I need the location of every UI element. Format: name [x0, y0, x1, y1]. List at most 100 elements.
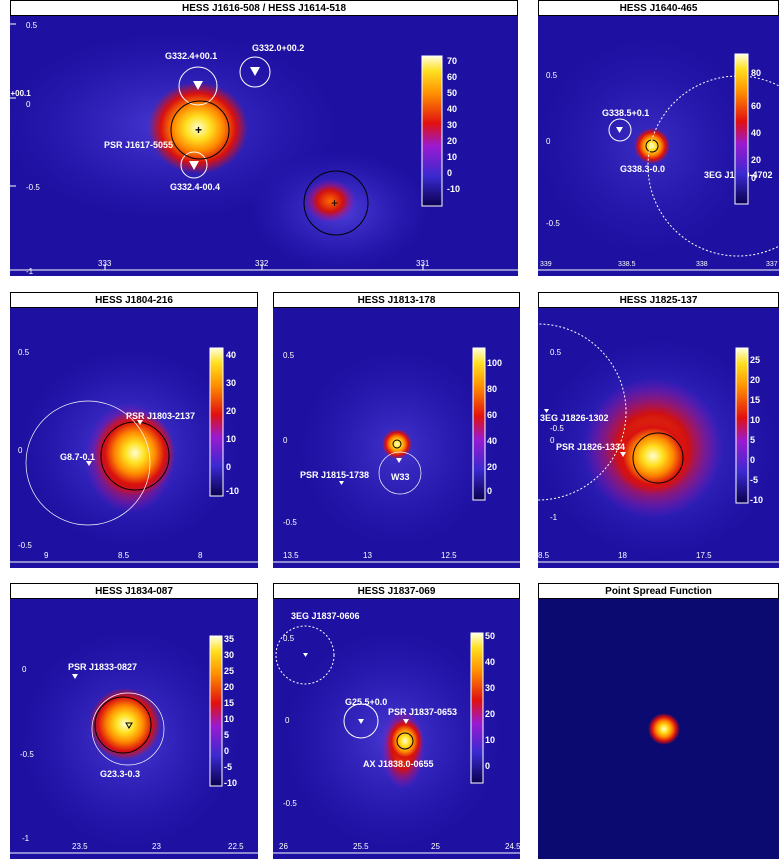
panel-hess-j1804: HESS J1804-216 PSR J1803-2137 G8.7-0.1 0… [10, 292, 258, 568]
triangle-marker [544, 409, 549, 413]
y-tick: 0.5 [18, 348, 30, 357]
x-tick: 332 [255, 259, 269, 268]
colorbar-tick: 20 [224, 682, 234, 692]
colorbar [209, 635, 223, 787]
sky-map: 0.5 2+00.1 0 -0.5 -1 333 332 331 + + G33… [10, 16, 518, 276]
panel-title: HESS J1804-216 [10, 292, 258, 308]
colorbar-tick: 20 [226, 406, 236, 416]
y-tick: 0 [285, 716, 290, 725]
panel-title: HESS J1616-508 / HESS J1614-518 [10, 0, 518, 16]
panel-title: Point Spread Function [538, 583, 779, 599]
source-circle [239, 56, 271, 88]
colorbar-tick: 10 [485, 735, 495, 745]
colorbar-tick: 40 [751, 128, 761, 138]
colorbar-tick: 10 [226, 434, 236, 444]
y-tick: 0.5 [283, 351, 295, 360]
panel-hess-j1640: HESS J1640-465 G338.5+0.1 G338.3-0.0 3EG… [538, 0, 779, 276]
psf-map [538, 599, 779, 859]
colorbar-tick: -10 [447, 184, 460, 194]
triangle-marker [396, 458, 402, 463]
source-circle [275, 625, 335, 685]
colorbar-tick: 40 [226, 350, 236, 360]
colorbar-tick: 80 [487, 384, 497, 394]
colorbar-tick: 60 [447, 72, 457, 82]
colorbar-tick: 60 [487, 410, 497, 420]
colorbar-tick: 60 [751, 101, 761, 111]
triangle-marker [72, 674, 78, 679]
x-tick: 9 [44, 551, 49, 560]
source-label: G338.5+0.1 [602, 108, 649, 118]
x-tick: 8 [198, 551, 203, 560]
sky-map: PSR J1833-0827 G23.3-0.3 0 -0.5 -1 23.5 … [10, 599, 258, 859]
colorbar-tick: 15 [224, 698, 234, 708]
colorbar-tick: 30 [226, 378, 236, 388]
colorbar-tick: 40 [447, 104, 457, 114]
colorbar-tick: 25 [750, 355, 760, 365]
x-tick: 338 [696, 261, 708, 268]
psf-blob [648, 713, 680, 745]
y-tick: -0.5 [26, 183, 40, 192]
y-tick: 0 [550, 436, 555, 445]
x-tick: 331 [416, 259, 430, 268]
colorbar-tick: 20 [447, 136, 457, 146]
cross-marker: + [195, 123, 202, 137]
x-tick: 12.5 [441, 551, 457, 560]
x-tick: 337 [766, 261, 778, 268]
y-tick-extra: 2+00.1 [10, 89, 31, 98]
x-tick: 13 [363, 551, 372, 560]
source-label: 3EG J1837-0606 [291, 611, 360, 621]
source-label: G25.5+0.0 [345, 697, 387, 707]
source-label: G332.4+00.1 [165, 51, 217, 61]
y-tick: 0.5 [546, 71, 558, 80]
source-label: G338.3-0.0 [620, 164, 665, 174]
colorbar-tick: 0 [751, 173, 756, 183]
triangle-marker [189, 161, 199, 170]
x-tick: 26 [279, 842, 288, 851]
y-tick: -0.5 [18, 541, 32, 550]
colorbar-tick: -5 [224, 762, 232, 772]
snr-circle [25, 400, 151, 526]
colorbar-tick: 10 [224, 714, 234, 724]
colorbar-tick: 20 [751, 155, 761, 165]
fit-circle [632, 432, 684, 484]
colorbar-tick: 10 [447, 152, 457, 162]
snr-circle [91, 692, 165, 766]
triangle-marker [616, 127, 623, 133]
y-tick: 0 [22, 665, 27, 674]
colorbar-tick: 20 [487, 462, 497, 472]
y-tick: 0.5 [283, 634, 295, 643]
source-label: 3EG J1826-1302 [540, 413, 609, 423]
colorbar-tick: 40 [485, 657, 495, 667]
colorbar-tick: 5 [750, 435, 755, 445]
triangle-marker [86, 461, 92, 466]
source-label: PSR J1833-0827 [68, 662, 137, 672]
source-label: PSR J1837-0653 [388, 707, 457, 717]
colorbar [470, 632, 484, 784]
colorbar-tick: -10 [224, 778, 237, 788]
3eg-circle [647, 75, 779, 257]
fit-circle [170, 100, 230, 160]
triangle-marker [620, 452, 626, 457]
panel-hess-j1813: HESS J1813-178 PSR J1815-1738 W33 0.5 0 … [273, 292, 520, 568]
colorbar-tick: 0 [750, 455, 755, 465]
colorbar-tick: 35 [224, 634, 234, 644]
colorbar [421, 55, 443, 207]
colorbar-tick: 0 [487, 486, 492, 496]
source-label: G23.3-0.3 [100, 769, 140, 779]
colorbar-tick: 0 [224, 746, 229, 756]
y-tick: 0.5 [550, 348, 562, 357]
sky-map: G338.5+0.1 G338.3-0.0 3EG J1639-4702 0.5… [538, 16, 779, 276]
triangle-marker [193, 81, 203, 90]
x-tick: 25 [431, 842, 440, 851]
source-circle [378, 451, 422, 495]
triangle-marker [339, 481, 344, 485]
y-tick: -1 [22, 834, 30, 843]
source-label: PSR J1826-1334 [556, 442, 625, 452]
colorbar-tick: 70 [447, 56, 457, 66]
sky-map: 3EG J1826-1302 PSR J1826-1334 0.5 0 -0.5… [538, 308, 779, 568]
fit-circle [100, 421, 170, 491]
sky-map: PSR J1803-2137 G8.7-0.1 0.5 0 -0.5 9 8.5… [10, 308, 258, 568]
panel-hess-j1837: HESS J1837-069 3EG J1837-0606 G25.5+0.0 … [273, 583, 520, 859]
y-tick: -0.5 [550, 424, 564, 433]
y-tick: -0.5 [546, 219, 560, 228]
